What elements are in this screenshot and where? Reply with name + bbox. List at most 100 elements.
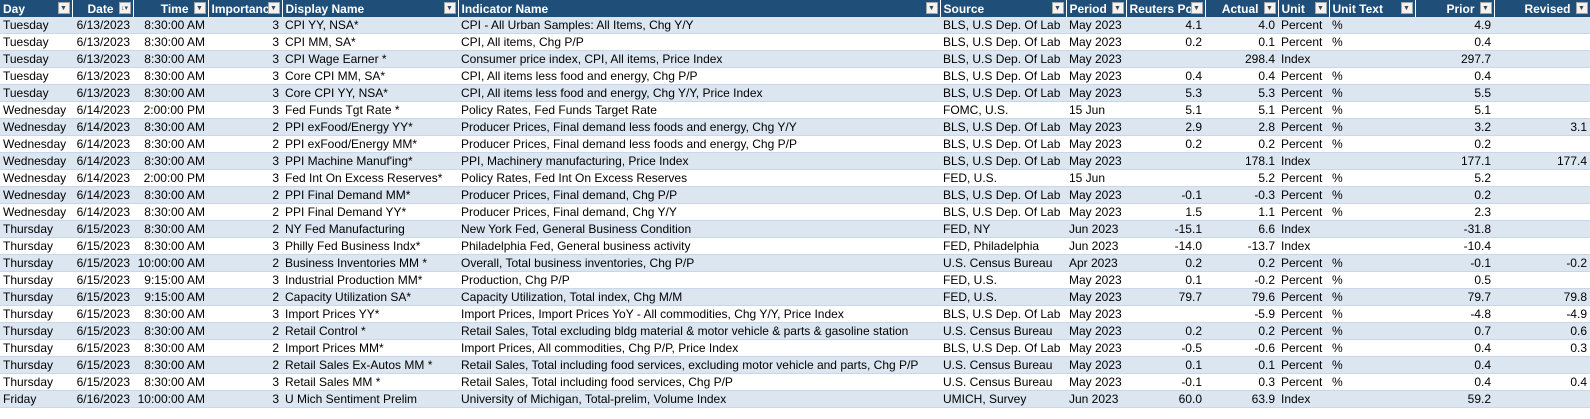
cell-prior[interactable]: 0.4 <box>1415 33 1494 51</box>
cell-prior[interactable]: 5.5 <box>1415 84 1494 102</box>
column-header-revised[interactable]: Revised ▼ <box>1494 0 1590 17</box>
cell-indicator[interactable]: Producer Prices, Final demand, Chg Y/Y <box>458 203 940 221</box>
cell-source[interactable]: FED, Philadelphia <box>940 237 1066 255</box>
cell-date[interactable]: 6/13/2023 <box>72 84 133 102</box>
cell-period[interactable]: May 2023 <box>1066 135 1126 153</box>
cell-importance[interactable]: 2 <box>208 288 282 306</box>
cell-unittext[interactable]: % <box>1329 186 1415 204</box>
cell-source[interactable]: BLS, U.S Dep. Of Lab <box>940 50 1066 68</box>
table-row[interactable]: Tuesday 6/13/2023 8:30:00 AM 3 CPI YY, NSA* C… <box>0 17 1590 34</box>
cell-period[interactable]: May 2023 <box>1066 84 1126 102</box>
cell-revised[interactable] <box>1494 237 1590 255</box>
cell-actual[interactable]: 0.3 <box>1205 373 1278 391</box>
cell-revised[interactable] <box>1494 101 1590 119</box>
cell-time[interactable]: 10:00:00 AM <box>133 254 208 272</box>
filter-dropdown-icon[interactable]: ▼ <box>57 2 70 14</box>
cell-period[interactable]: May 2023 <box>1066 271 1126 289</box>
cell-revised[interactable]: -4.9 <box>1494 305 1590 323</box>
cell-poll[interactable]: -14.0 <box>1126 237 1205 255</box>
cell-period[interactable]: May 2023 <box>1066 203 1126 221</box>
cell-time[interactable]: 8:30:00 AM <box>133 152 208 170</box>
cell-prior[interactable]: 0.4 <box>1415 356 1494 374</box>
column-header-indicator[interactable]: Indicator Name ▼ <box>458 0 941 17</box>
cell-actual[interactable]: 0.2 <box>1205 322 1278 340</box>
cell-day[interactable]: Thursday <box>0 254 72 272</box>
cell-unittext[interactable]: % <box>1329 203 1415 221</box>
cell-date[interactable]: 6/15/2023 <box>72 237 133 255</box>
cell-prior[interactable]: -31.8 <box>1415 220 1494 238</box>
cell-display[interactable]: PPI Final Demand YY* <box>282 203 458 221</box>
cell-source[interactable]: FED, U.S. <box>940 169 1066 187</box>
cell-day[interactable]: Tuesday <box>0 33 72 51</box>
cell-display[interactable]: Import Prices MM* <box>282 339 458 357</box>
cell-display[interactable]: Business Inventories MM * <box>282 254 458 272</box>
cell-period[interactable]: May 2023 <box>1066 322 1126 340</box>
filter-dropdown-icon[interactable]: ▼ <box>443 2 456 14</box>
cell-indicator[interactable]: CPI, All items, Chg P/P <box>458 33 940 51</box>
cell-prior[interactable]: 0.2 <box>1415 186 1494 204</box>
cell-day[interactable]: Thursday <box>0 220 72 238</box>
cell-date[interactable]: 6/15/2023 <box>72 305 133 323</box>
table-row[interactable]: Thursday 6/15/2023 10:00:00 AM 2 Business In… <box>0 254 1590 272</box>
cell-display[interactable]: Import Prices YY* <box>282 305 458 323</box>
cell-display[interactable]: Fed Funds Tgt Rate * <box>282 101 458 119</box>
cell-date[interactable]: 6/14/2023 <box>72 203 133 221</box>
cell-prior[interactable]: -10.4 <box>1415 237 1494 255</box>
cell-display[interactable]: CPI MM, SA* <box>282 33 458 51</box>
cell-unittext[interactable]: % <box>1329 101 1415 119</box>
cell-prior[interactable]: 0.2 <box>1415 135 1494 153</box>
cell-revised[interactable] <box>1494 67 1590 85</box>
cell-indicator[interactable]: Capacity Utilization, Total index, Chg M… <box>458 288 940 306</box>
cell-display[interactable]: Industrial Production MM* <box>282 271 458 289</box>
cell-day[interactable]: Thursday <box>0 322 72 340</box>
cell-period[interactable]: May 2023 <box>1066 67 1126 85</box>
cell-period[interactable]: 15 Jun <box>1066 101 1126 119</box>
cell-indicator[interactable]: Policy Rates, Fed Int On Excess Reserves <box>458 169 940 187</box>
table-row[interactable]: Tuesday 6/13/2023 8:30:00 AM 3 CPI MM, SA* CP… <box>0 33 1590 51</box>
cell-unit[interactable]: Percent <box>1278 356 1329 374</box>
cell-date[interactable]: 6/14/2023 <box>72 152 133 170</box>
column-header-day[interactable]: Day ▼ <box>0 0 73 17</box>
table-row[interactable]: Thursday 6/15/2023 8:30:00 AM 2 Retail Contr… <box>0 322 1590 340</box>
cell-unit[interactable]: Index <box>1278 50 1329 68</box>
cell-unittext[interactable]: % <box>1329 254 1415 272</box>
cell-importance[interactable]: 2 <box>208 254 282 272</box>
cell-importance[interactable]: 2 <box>208 322 282 340</box>
cell-source[interactable]: BLS, U.S Dep. Of Lab <box>940 118 1066 136</box>
cell-source[interactable]: FED, U.S. <box>940 271 1066 289</box>
cell-display[interactable]: Retail Control * <box>282 322 458 340</box>
cell-unittext[interactable] <box>1329 220 1415 238</box>
cell-poll[interactable]: 5.3 <box>1126 84 1205 102</box>
cell-source[interactable]: BLS, U.S Dep. Of Lab <box>940 339 1066 357</box>
cell-source[interactable]: U.S. Census Bureau <box>940 373 1066 391</box>
cell-display[interactable]: Fed Int On Excess Reserves* <box>282 169 458 187</box>
cell-time[interactable]: 10:00:00 AM <box>133 390 208 408</box>
cell-indicator[interactable]: Philadelphia Fed, General business activ… <box>458 237 940 255</box>
cell-day[interactable]: Thursday <box>0 288 72 306</box>
cell-time[interactable]: 9:15:00 AM <box>133 271 208 289</box>
cell-importance[interactable]: 3 <box>208 17 282 34</box>
cell-date[interactable]: 6/14/2023 <box>72 169 133 187</box>
cell-revised[interactable] <box>1494 390 1590 408</box>
cell-unit[interactable]: Percent <box>1278 84 1329 102</box>
cell-period[interactable]: 15 Jun <box>1066 169 1126 187</box>
cell-time[interactable]: 8:30:00 AM <box>133 84 208 102</box>
cell-poll[interactable]: -0.5 <box>1126 339 1205 357</box>
cell-actual[interactable]: 63.9 <box>1205 390 1278 408</box>
cell-date[interactable]: 6/13/2023 <box>72 67 133 85</box>
table-row[interactable]: Thursday 6/15/2023 9:15:00 AM 3 Industrial P… <box>0 271 1590 289</box>
cell-unit[interactable]: Index <box>1278 237 1329 255</box>
cell-date[interactable]: 6/16/2023 <box>72 390 133 408</box>
cell-source[interactable]: BLS, U.S Dep. Of Lab <box>940 17 1066 34</box>
cell-date[interactable]: 6/15/2023 <box>72 322 133 340</box>
cell-importance[interactable]: 3 <box>208 169 282 187</box>
cell-poll[interactable]: -0.1 <box>1126 186 1205 204</box>
cell-indicator[interactable]: Import Prices, Import Prices YoY - All c… <box>458 305 940 323</box>
column-header-unit[interactable]: Unit ▼ <box>1278 0 1330 17</box>
table-row[interactable]: Thursday 6/15/2023 8:30:00 AM 3 Import Price… <box>0 305 1590 323</box>
cell-poll[interactable]: 0.1 <box>1126 356 1205 374</box>
cell-unit[interactable]: Percent <box>1278 322 1329 340</box>
cell-time[interactable]: 8:30:00 AM <box>133 33 208 51</box>
cell-indicator[interactable]: Producer Prices, Final demand less foods… <box>458 118 940 136</box>
cell-revised[interactable] <box>1494 271 1590 289</box>
